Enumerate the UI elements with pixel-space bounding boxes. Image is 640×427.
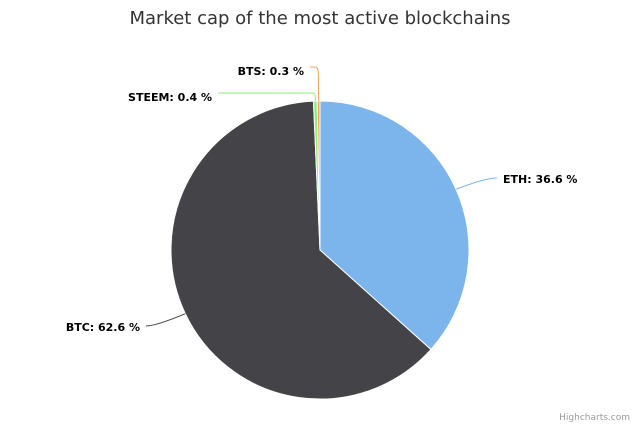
label-connectors xyxy=(145,66,498,327)
pie-slice-bts[interactable] xyxy=(316,100,321,251)
connector-bts xyxy=(310,66,320,102)
connector-btc xyxy=(145,313,186,327)
connector-steem xyxy=(218,92,316,102)
data-label-eth: ETH: 36.6 % xyxy=(503,173,577,186)
pie-slices xyxy=(170,100,470,400)
pie-slice-btc[interactable] xyxy=(170,100,432,400)
data-labels: ETH: 36.6 % BTC: 62.6 % STEEM: 0.4 % BTS: 0… xyxy=(66,65,578,334)
credits-link[interactable]: Highcharts.com xyxy=(559,413,630,423)
data-label-steem: STEEM: 0.4 % xyxy=(128,91,212,104)
chart-title: Market cap of the most active blockchain… xyxy=(129,8,510,29)
connector-eth xyxy=(455,177,498,190)
data-label-bts: BTS: 0.3 % xyxy=(238,65,304,78)
data-label-btc: BTC: 62.6 % xyxy=(66,321,140,334)
